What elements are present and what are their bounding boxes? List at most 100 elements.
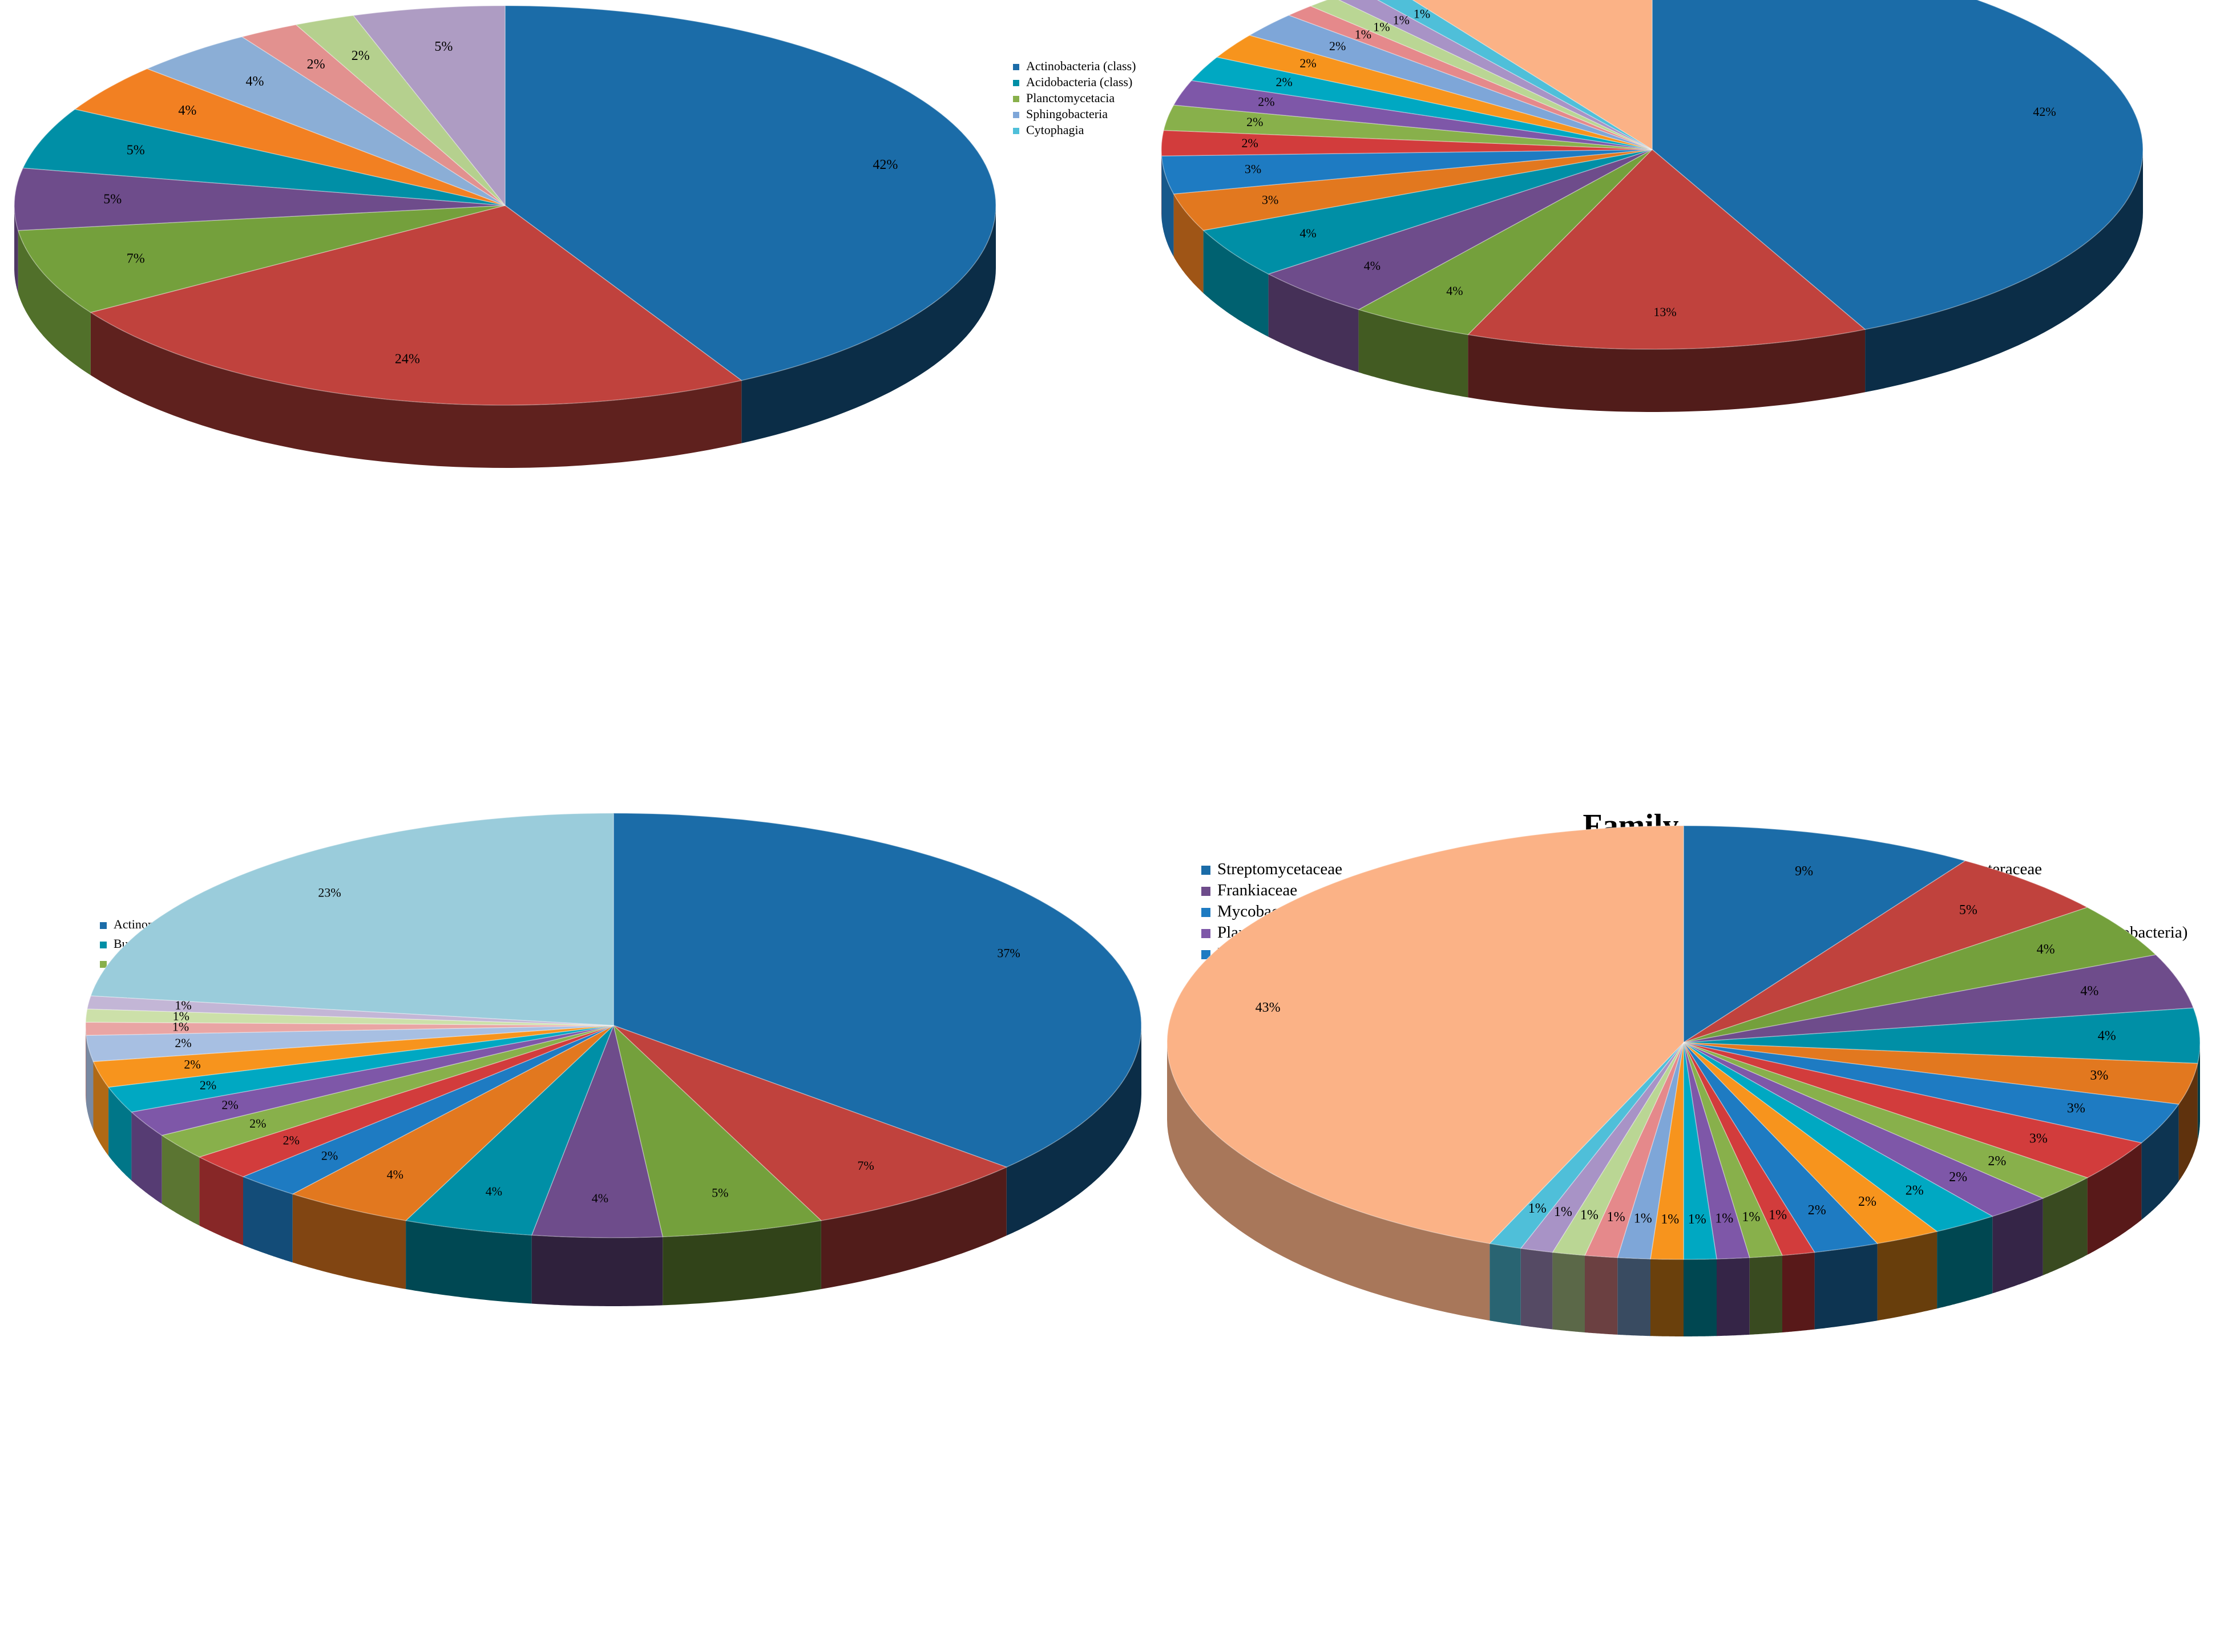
order-slice-side	[131, 1112, 162, 1204]
phylum-slice	[295, 15, 506, 206]
family-legend-swatch	[1201, 887, 1210, 896]
family-pie: 9% 5% 4% 4% 4% 3% 3% 3% 2% 2% 2% 2% 2% 1% 1% 1% 1% 1% 1% 1%…	[1166, 825, 2201, 1336]
order-data-label: 7%	[857, 1158, 874, 1173]
family-data-label: 2%	[1906, 1184, 1924, 1198]
family-slice	[1584, 1042, 1684, 1258]
order-slice-side	[821, 1167, 1007, 1289]
family-slice-side	[1490, 1243, 1521, 1326]
family-legend-label: Streptomycetaceae	[1217, 860, 1342, 878]
family-data-label: 1%	[1607, 1210, 1625, 1225]
order-data-label: 2%	[175, 1036, 191, 1050]
class-data-label: 4%	[1299, 226, 1316, 240]
order-slice-side	[292, 1194, 406, 1289]
family-data-label: 1%	[1688, 1212, 1706, 1227]
class-slice	[1357, 149, 1653, 336]
order-data-label: 1%	[175, 998, 191, 1012]
phylum-data-label: 5%	[127, 143, 145, 158]
class-data-label: 3%	[1245, 162, 1261, 176]
family-slice	[1683, 1042, 1750, 1259]
family-data-label: 2%	[1808, 1203, 1826, 1218]
class-slice	[1377, 0, 1653, 150]
family-slice-side	[1684, 1259, 1717, 1336]
phylum-slice	[241, 24, 506, 206]
phylum-slice-side	[741, 205, 996, 443]
family-slice	[1683, 1042, 1783, 1258]
family-legend-swatch	[1201, 950, 1210, 960]
family-data-label: 1%	[1528, 1201, 1547, 1216]
phylum-data-label: 24%	[395, 352, 420, 367]
class-legend-label: Acidobacteria (class)	[1026, 75, 1133, 89]
family-slice-side	[1992, 1198, 2043, 1294]
phylum-slice-side	[18, 230, 91, 375]
family-slice	[1683, 1042, 2179, 1144]
family-slice	[1552, 1042, 1684, 1256]
order-slice	[130, 1025, 614, 1136]
phylum-pie: 42% 24% 7% 5% 5% 4% 4% 2% 2% 5%	[14, 5, 996, 468]
order-data-label: 1%	[172, 1020, 189, 1034]
family-slice	[1683, 1042, 1815, 1256]
class-data-label: 2%	[1258, 94, 1274, 108]
phylum-chart: Phylum ActinobacteriaProteobacteriaChlor…	[0, 0, 1110, 826]
family-slice	[1683, 907, 2157, 1043]
order-slice	[241, 1025, 614, 1195]
order-data-label: 5%	[712, 1186, 728, 1200]
phylum-slice	[504, 5, 996, 381]
family-data-label: 43%	[1256, 1000, 1281, 1015]
order-slice	[613, 813, 1142, 1168]
order-slice	[90, 813, 614, 1026]
class-slice	[1173, 149, 1653, 231]
order-slice	[86, 1025, 614, 1063]
class-legend-label: Planctomycetacia	[1026, 91, 1115, 105]
order-slice	[198, 1025, 614, 1177]
family-data-label: 1%	[1769, 1207, 1787, 1222]
class-data-label: 3%	[1262, 192, 1278, 207]
order-slice-side	[663, 1221, 821, 1306]
phylum-data-label: 5%	[103, 192, 122, 207]
family-slice	[1683, 1042, 1938, 1245]
phylum-slice	[146, 36, 506, 206]
order-slice	[291, 1025, 614, 1221]
order-slice	[613, 1025, 1008, 1221]
class-legend-swatch	[1013, 80, 1019, 87]
class-data-label: 2%	[1329, 39, 1346, 53]
family-data-label: 1%	[1580, 1207, 1599, 1222]
class-slice	[1202, 149, 1653, 275]
class-data-label: 13%	[1653, 305, 1676, 319]
family-slice	[1683, 1042, 2089, 1199]
order-pie: 37%7%5%4%4%4%2%2%2%2%2%2%2%1%1%1%23%	[85, 813, 1142, 1306]
class-legend-swatch	[1013, 128, 1019, 135]
class-slice-side	[1268, 274, 1359, 373]
class-legend-swatch	[1013, 64, 1019, 71]
family-slice-side	[2197, 1043, 2200, 1141]
class-slice-side	[1203, 230, 1269, 337]
order-slice	[85, 1021, 614, 1036]
class-legend-swatch	[1013, 96, 1019, 103]
order-slice	[92, 1025, 614, 1088]
order-slice-side	[243, 1177, 293, 1263]
phylum-slice	[74, 68, 506, 206]
family-legend-swatch	[1201, 929, 1210, 939]
class-legend-item: Actinobacteria (class)	[1013, 59, 1136, 74]
family-slice	[1683, 1042, 1994, 1232]
order-data-label: 2%	[200, 1078, 216, 1092]
phylum-data-label: 5%	[434, 39, 453, 54]
class-data-label: 2%	[1242, 136, 1258, 150]
family-slice	[1617, 1042, 1684, 1259]
phylum-slice	[22, 108, 506, 206]
family-slice	[1683, 1042, 2044, 1217]
class-legend-item: Cytophagia	[1013, 123, 1084, 138]
class-legend-item: Sphingobacteria	[1013, 107, 1108, 122]
order-slice-side	[531, 1235, 663, 1306]
class-data-label: 4%	[1446, 284, 1463, 298]
phylum-slice	[14, 167, 506, 231]
family-data-label: 1%	[1661, 1212, 1679, 1227]
family-data-label: 4%	[2080, 984, 2098, 999]
class-slice	[1652, 0, 2144, 330]
family-slice-side	[2178, 1063, 2198, 1182]
phylum-data-label: 7%	[127, 251, 145, 266]
family-data-label: 1%	[1554, 1205, 1572, 1219]
order-data-label: 37%	[997, 946, 1020, 960]
class-slice-side	[1865, 150, 2143, 393]
family-slice-side	[1617, 1257, 1650, 1336]
family-slice-side	[1937, 1216, 1993, 1309]
